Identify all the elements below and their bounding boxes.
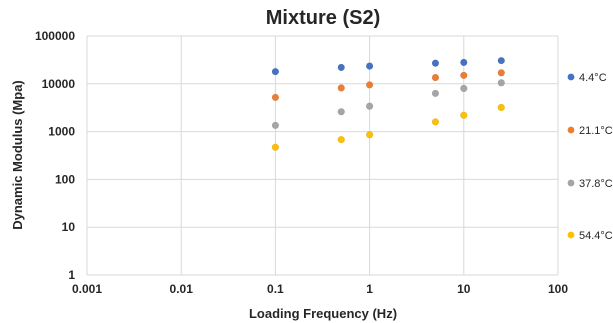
y-tick-label: 1 xyxy=(68,268,75,282)
data-point xyxy=(460,84,468,93)
y-tick-label: 1000 xyxy=(48,125,75,139)
data-point xyxy=(337,84,345,92)
x-tick-label: 100 xyxy=(548,282,568,296)
series-0 xyxy=(271,57,505,76)
legend-marker xyxy=(567,73,575,81)
series-1 xyxy=(271,69,505,102)
grid xyxy=(86,35,559,276)
data-point xyxy=(271,121,280,130)
data-point xyxy=(271,93,280,102)
series-3 xyxy=(271,103,505,151)
data-point xyxy=(460,71,468,80)
x-tick-label: 0.1 xyxy=(267,282,284,296)
tick-labels: 0.001 0.01 0.1 1 10 100 1 10 100 1000 10000 100000 xyxy=(35,29,568,296)
x-tick-label: 0.01 xyxy=(170,282,194,296)
data-point xyxy=(271,143,280,151)
data-point xyxy=(271,67,280,76)
legend-label: 4.4°C xyxy=(579,72,607,84)
legend-marker xyxy=(567,231,575,239)
y-tick-label: 100 xyxy=(55,172,75,186)
data-point xyxy=(460,111,468,119)
data-point xyxy=(365,81,374,89)
data-point xyxy=(365,102,374,110)
legend-marker xyxy=(567,179,575,187)
data-point xyxy=(431,59,440,67)
y-tick-label: 10000 xyxy=(42,77,76,91)
data-point xyxy=(365,62,374,70)
y-tick-label: 10 xyxy=(62,220,76,234)
data-point xyxy=(497,103,505,112)
data-point xyxy=(431,89,440,98)
data-points xyxy=(271,57,505,151)
x-tick-label: 0.001 xyxy=(72,282,102,296)
data-point xyxy=(497,79,505,87)
data-point xyxy=(337,63,345,72)
legend: 4.4°C 21.1°C 37.8°C 54.4°C xyxy=(567,72,613,242)
x-tick-label: 10 xyxy=(457,282,471,296)
data-point xyxy=(337,108,345,116)
data-point xyxy=(337,135,345,144)
legend-label: 21.1°C xyxy=(579,125,613,137)
y-axis-title: Dynamic Modulus (Mpa) xyxy=(10,80,25,230)
series-2 xyxy=(271,79,505,130)
data-point xyxy=(365,131,374,139)
legend-label: 54.4°C xyxy=(579,230,613,242)
data-point xyxy=(497,69,505,77)
data-point xyxy=(460,58,468,67)
chart-title: Mixture (S2) xyxy=(266,7,380,29)
y-tick-label: 100000 xyxy=(35,29,75,43)
x-axis-title: Loading Frequency (Hz) xyxy=(249,306,397,321)
data-point xyxy=(497,57,505,65)
data-point xyxy=(431,118,440,126)
legend-marker xyxy=(567,126,575,134)
x-tick-label: 1 xyxy=(366,282,373,296)
legend-label: 37.8°C xyxy=(579,178,613,190)
data-point xyxy=(431,73,440,82)
